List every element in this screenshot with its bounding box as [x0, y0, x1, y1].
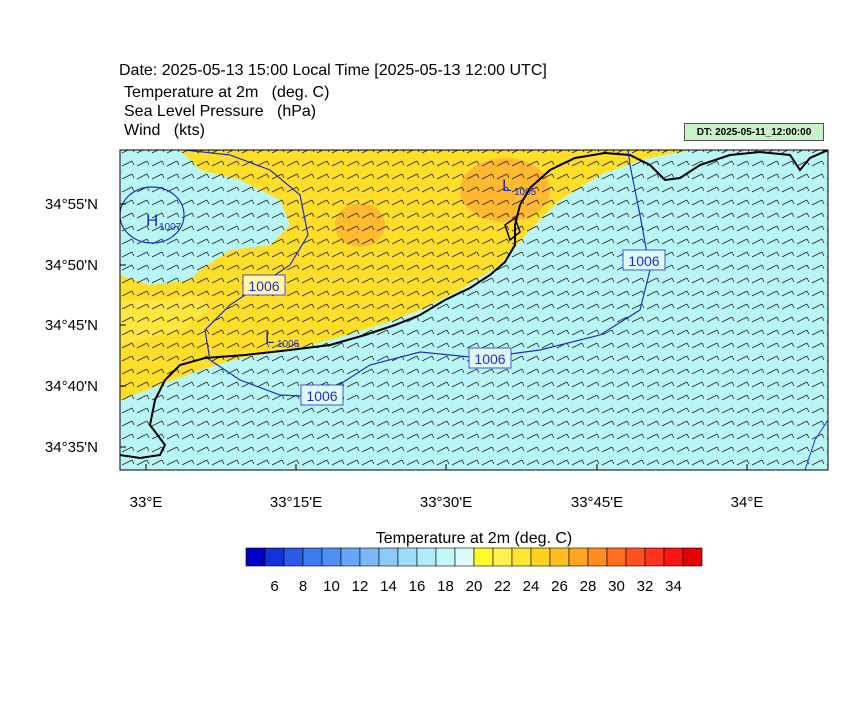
- low-pressure-center: L 1005: [502, 176, 537, 198]
- colorbar: [245, 547, 703, 567]
- colorbar-tick-label: 34: [665, 578, 682, 595]
- high-pressure-center: H 1007: [146, 211, 182, 233]
- colorbar-cell: [416, 547, 437, 567]
- map-plot: [120, 150, 828, 470]
- pressure-label: 1006: [300, 384, 344, 406]
- field-pressure-name: Sea Level Pressure: [124, 103, 264, 120]
- field-temperature: Temperature at 2m (deg. C): [124, 84, 329, 102]
- colorbar-cell: [264, 547, 285, 567]
- colorbar-cell: [283, 547, 304, 567]
- coastline: [120, 150, 828, 460]
- svg-text:1006: 1006: [628, 253, 659, 269]
- svg-text:L: L: [502, 176, 511, 195]
- colorbar-tick-label: 18: [437, 578, 454, 595]
- colorbar-tick-label: 22: [494, 578, 511, 595]
- svg-text:H: H: [146, 211, 158, 230]
- svg-text:1005: 1005: [514, 187, 537, 198]
- colorbar-cell: [549, 547, 570, 567]
- colorbar-tick-label: 12: [352, 578, 369, 595]
- colorbar-cell: [587, 547, 608, 567]
- colorbar-labels: 6 8 10 12 14 16 18 20 22 24 26 28 30 32 34: [270, 578, 682, 595]
- isobar-central: [319, 150, 651, 398]
- colorbar-cell: [359, 547, 380, 567]
- svg-text:1007: 1007: [159, 222, 182, 233]
- colorbar-tick-label: 26: [551, 578, 568, 595]
- colorbar-cell: [530, 547, 551, 567]
- colorbar-cell: [454, 547, 475, 567]
- colorbar-tick-label: 8: [299, 578, 307, 595]
- low-pressure-center: L 1006: [265, 328, 300, 350]
- lon-tick-label: 33°45'E: [571, 494, 623, 511]
- lat-axis: 34°55'N 34°50'N 34°45'N 34°40'N 34°35'N: [45, 196, 126, 456]
- colorbar-cell: [606, 547, 627, 567]
- svg-text:1006: 1006: [248, 278, 279, 294]
- colorbar-cell: [682, 547, 703, 567]
- field-wind: Wind (kts): [124, 122, 205, 140]
- colorbar-cell: [245, 547, 266, 567]
- colorbar-tick-label: 16: [409, 578, 426, 595]
- lat-tick-label: 34°50'N: [45, 257, 98, 274]
- svg-text:1006: 1006: [474, 351, 505, 367]
- lon-tick-label: 33°30'E: [420, 494, 472, 511]
- field-temperature-name: Temperature at 2m: [124, 84, 259, 101]
- colorbar-tick-label: 30: [608, 578, 625, 595]
- colorbar-title: Temperature at 2m (deg. C): [376, 530, 573, 547]
- colorbar-cell: [625, 547, 646, 567]
- colorbar-tick-label: 32: [637, 578, 654, 595]
- colorbar-cell: [397, 547, 418, 567]
- colorbar-tick-label: 28: [580, 578, 597, 595]
- lat-tick-label: 34°35'N: [45, 439, 98, 456]
- lat-tick-label: 34°55'N: [45, 196, 98, 213]
- colorbar-tick-label: 6: [270, 578, 278, 595]
- colorbar-cell: [511, 547, 532, 567]
- colorbar-cell: [644, 547, 665, 567]
- svg-text:L: L: [265, 328, 274, 347]
- coastline-inlet: [504, 216, 521, 242]
- field-temperature-unit: (deg. C): [271, 84, 330, 101]
- lon-tick-label: 33°15'E: [270, 494, 322, 511]
- colorbar-tick-label: 20: [466, 578, 483, 595]
- lat-tick-label: 34°40'N: [45, 378, 98, 395]
- lon-tick-label: 34°E: [731, 494, 764, 511]
- svg-text:1006: 1006: [306, 388, 337, 404]
- colorbar-cell: [663, 547, 684, 567]
- colorbar-cell: [473, 547, 494, 567]
- date-line: Date: 2025-05-13 15:00 Local Time [2025-…: [119, 62, 547, 79]
- pressure-label: 1006: [468, 347, 512, 369]
- lat-tick-label: 34°45'N: [45, 317, 98, 334]
- dt-badge: DT: 2025-05-11_12:00:00: [684, 123, 824, 141]
- colorbar-tick-label: 14: [380, 578, 397, 595]
- lon-tick-label: 33°E: [130, 494, 163, 511]
- colorbar-cell: [302, 547, 323, 567]
- pressure-label: 1006: [242, 274, 286, 296]
- wind-barbs: [120, 150, 828, 470]
- isobar-high: [120, 186, 185, 244]
- colorbar-cell: [378, 547, 399, 567]
- field-pressure-unit: (hPa): [276, 103, 317, 120]
- colorbar-cell: [321, 547, 342, 567]
- field-pressure: Sea Level Pressure (hPa): [124, 103, 316, 121]
- colorbar-tick-label: 10: [323, 578, 340, 595]
- svg-text:1006: 1006: [277, 339, 300, 350]
- colorbar-cell: [340, 547, 361, 567]
- pressure-label: 1006: [622, 249, 666, 271]
- colorbar-cell: [568, 547, 589, 567]
- field-wind-name: Wind: [124, 122, 161, 139]
- colorbar-cell: [492, 547, 513, 567]
- isobar-east: [804, 419, 828, 470]
- plot-frame: [119, 149, 829, 471]
- lon-axis: 33°E 33°15'E 33°30'E 33°45'E 34°E: [130, 464, 764, 511]
- colorbar-cell: [435, 547, 456, 567]
- field-wind-unit: (kts): [173, 122, 205, 139]
- colorbar-tick-label: 24: [523, 578, 540, 595]
